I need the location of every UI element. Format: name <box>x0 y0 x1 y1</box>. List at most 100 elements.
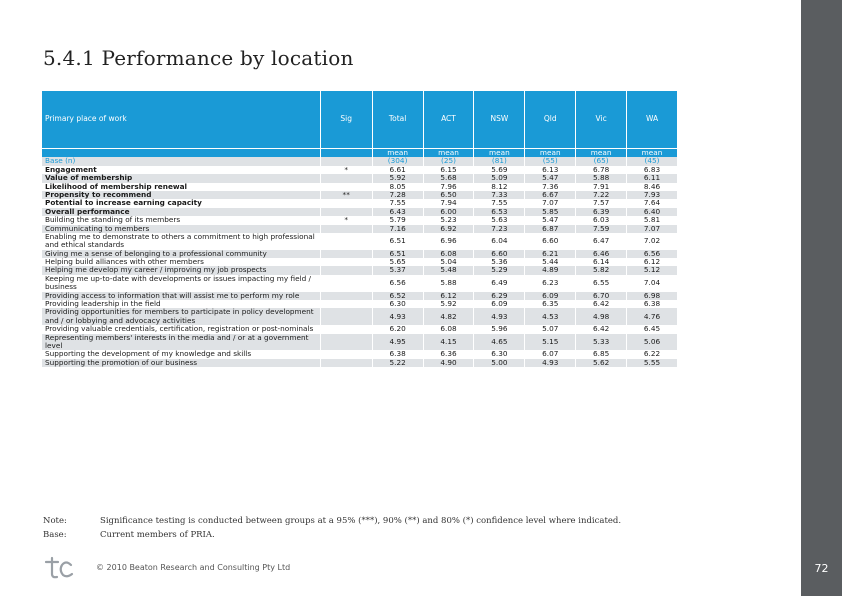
row-value-vic: 6.39 <box>575 207 628 217</box>
row-value-act: 5.23 <box>423 215 475 225</box>
row-value-act: 5.68 <box>423 173 475 183</box>
row-value-wa: 6.98 <box>626 291 678 301</box>
row-value-wa: 6.56 <box>626 249 678 259</box>
row-value-total: 8.05 <box>372 182 424 191</box>
base-nsw: (81) <box>473 156 526 166</box>
side-bar <box>801 0 842 596</box>
row-label: Helping build alliances with other membe… <box>42 257 321 267</box>
row-value-total: 7.16 <box>372 224 424 233</box>
row-value-vic: 4.98 <box>575 308 628 326</box>
row-value-qld: 5.15 <box>524 333 577 351</box>
row-value-total: 5.22 <box>372 358 424 368</box>
row-value-vic: 6.42 <box>575 299 628 309</box>
row-value-act: 4.82 <box>423 308 475 326</box>
subheader-cell <box>320 148 373 158</box>
row-value-nsw: 4.93 <box>473 308 526 326</box>
row-value-qld: 6.87 <box>524 224 577 233</box>
row-value-act: 6.50 <box>423 190 475 200</box>
column-header-sig: Sig <box>320 91 373 149</box>
row-value-total: 5.65 <box>372 257 424 267</box>
row-label: Supporting the promotion of our business <box>42 358 321 368</box>
table-row: Representing members' interests in the m… <box>42 333 678 351</box>
row-value-total: 5.92 <box>372 173 424 183</box>
row-label: Providing access to information that wil… <box>42 291 321 301</box>
row-value-act: 6.12 <box>423 291 475 301</box>
subheader-mean: mean <box>372 148 424 158</box>
table-row: Likelihood of membership renewal 8.05 7.96… <box>42 182 678 191</box>
row-value-qld: 6.23 <box>524 274 577 292</box>
table-row: Engagement * 6.61 6.15 5.69 6.13 6.78 6.83 <box>42 165 678 175</box>
row-value-total: 4.95 <box>372 333 424 351</box>
row-value-vic: 7.22 <box>575 190 628 200</box>
column-header-nsw: NSW <box>473 91 526 149</box>
row-value-total: 6.61 <box>372 165 424 175</box>
row-value-qld: 6.35 <box>524 299 577 309</box>
row-value-act: 4.15 <box>423 333 475 351</box>
column-header-vic: Vic <box>575 91 628 149</box>
row-value-nsw: 5.09 <box>473 173 526 183</box>
row-value-total: 6.20 <box>372 324 424 334</box>
row-label: Value of membership <box>42 173 321 183</box>
row-value-nsw: 6.04 <box>473 232 526 250</box>
row-value-act: 6.08 <box>423 249 475 259</box>
row-label: Enabling me to demonstrate to others a c… <box>42 232 321 250</box>
row-label: Likelihood of membership renewal <box>42 182 321 191</box>
row-sig <box>320 174 373 183</box>
row-value-total: 6.52 <box>372 291 424 301</box>
row-value-wa: 6.45 <box>626 324 678 334</box>
row-value-act: 6.00 <box>423 207 475 217</box>
row-label: Helping me develop my career / improving… <box>42 266 321 275</box>
row-value-vic: 7.91 <box>575 182 628 191</box>
subheader-mean: mean <box>626 148 678 158</box>
row-value-qld: 6.13 <box>524 165 577 175</box>
base-qld: (55) <box>524 156 577 166</box>
note-key: Base: <box>43 530 67 540</box>
row-sig <box>320 207 373 217</box>
row-value-qld: 5.47 <box>524 173 577 183</box>
table-row: Providing access to information that wil… <box>42 291 678 301</box>
row-value-qld: 5.44 <box>524 257 577 267</box>
row-sig <box>320 258 373 267</box>
row-value-total: 6.51 <box>372 232 424 250</box>
row-value-wa: 6.22 <box>626 349 678 359</box>
table-row: Communicating to members 7.16 6.92 7.23 6.87… <box>42 224 678 233</box>
row-value-act: 5.04 <box>423 257 475 267</box>
row-label: Providing leadership in the field <box>42 299 321 309</box>
row-value-vic: 6.42 <box>575 324 628 334</box>
row-value-act: 6.36 <box>423 349 475 359</box>
row-sig <box>320 333 373 351</box>
row-value-vic: 6.03 <box>575 215 628 225</box>
row-sig <box>320 300 373 309</box>
row-value-nsw: 6.09 <box>473 299 526 309</box>
row-value-wa: 7.93 <box>626 190 678 200</box>
row-value-act: 5.92 <box>423 299 475 309</box>
row-value-vic: 6.70 <box>575 291 628 301</box>
row-label: Keeping me up-to-date with developments … <box>42 274 321 292</box>
table-row: Propensity to recommend ** 7.28 6.50 7.33 6.6… <box>42 190 678 200</box>
row-value-act: 4.90 <box>423 358 475 368</box>
row-value-act: 5.48 <box>423 266 475 275</box>
row-value-total: 6.38 <box>372 349 424 359</box>
base-label: Base (n) <box>42 156 321 166</box>
row-label: Providing valuable credentials, certific… <box>42 324 321 334</box>
table-row: Supporting the development of my knowled… <box>42 349 678 359</box>
row-value-wa: 6.12 <box>626 257 678 267</box>
row-value-wa: 7.64 <box>626 198 678 208</box>
subheader-mean: mean <box>524 148 577 158</box>
row-value-vic: 6.85 <box>575 349 628 359</box>
table-row: Value of membership 5.92 5.68 5.09 5.47 5.88 6… <box>42 173 678 183</box>
page-title: 5.4.1 Performance by location <box>43 46 354 70</box>
row-value-act: 6.08 <box>423 324 475 334</box>
row-value-act: 7.96 <box>423 182 475 191</box>
row-sig <box>320 274 373 292</box>
row-value-total: 6.51 <box>372 249 424 259</box>
row-value-vic: 6.47 <box>575 232 628 250</box>
row-value-nsw: 4.65 <box>473 333 526 351</box>
row-sig <box>320 350 373 359</box>
row-value-qld: 7.36 <box>524 182 577 191</box>
table-row: Building the standing of its members * 5.7… <box>42 215 678 225</box>
row-sig <box>320 291 373 301</box>
row-value-wa: 7.07 <box>626 224 678 233</box>
column-header-total: Total <box>372 91 424 149</box>
row-value-total: 5.79 <box>372 215 424 225</box>
